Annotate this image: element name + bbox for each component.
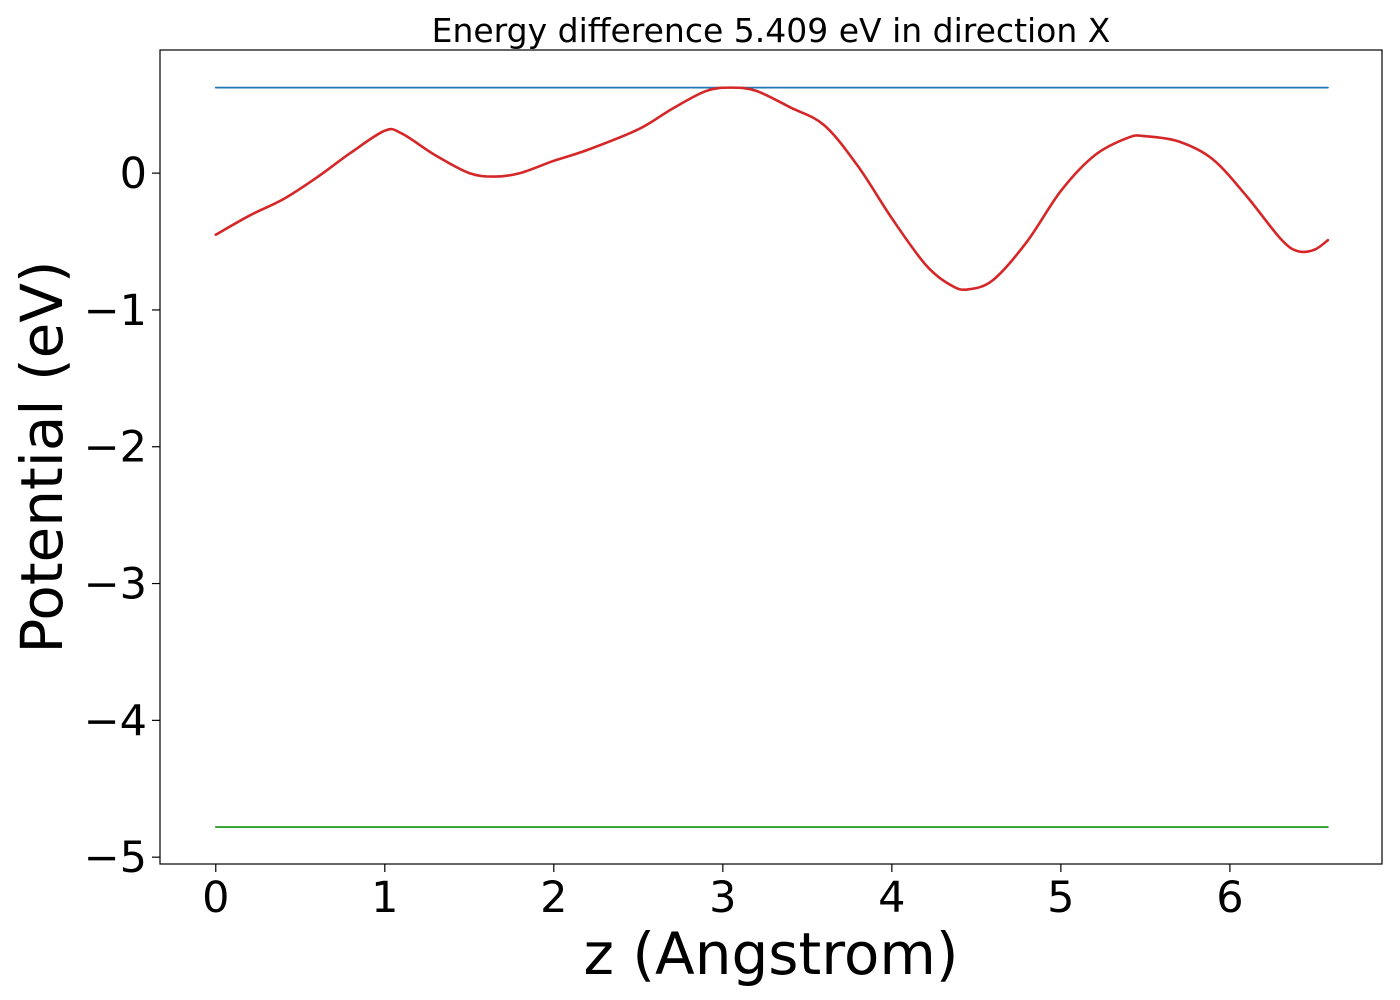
y-axis-label: Potential (eV): [8, 260, 76, 653]
y-tick-label: −3: [84, 560, 147, 610]
series-line-red: [214, 86, 1330, 292]
y-axis-ticks: 0 −1 −2 −3 −4 −5: [84, 149, 160, 883]
plot-frame: [159, 49, 1383, 865]
y-tick-label: −4: [84, 696, 147, 746]
x-axis-label: z (Angstrom): [584, 920, 959, 988]
x-tick-label: 3: [709, 873, 736, 923]
x-tick-label: 6: [1216, 873, 1243, 923]
x-tick-label: 0: [202, 873, 229, 923]
x-tick-label: 2: [540, 873, 567, 923]
x-tick-label: 4: [878, 873, 905, 923]
y-tick-label: 0: [120, 149, 147, 199]
x-axis-ticks: 0 1 2 3 4 5 6: [202, 864, 1244, 923]
chart-title: Energy difference 5.409 eV in direction …: [432, 11, 1111, 50]
y-tick-label: −2: [84, 423, 147, 473]
y-tick-label: −1: [84, 286, 147, 336]
x-tick-label: 1: [371, 873, 398, 923]
plot-area: [214, 86, 1330, 828]
y-tick-label: −5: [84, 833, 147, 883]
x-tick-label: 5: [1047, 873, 1074, 923]
